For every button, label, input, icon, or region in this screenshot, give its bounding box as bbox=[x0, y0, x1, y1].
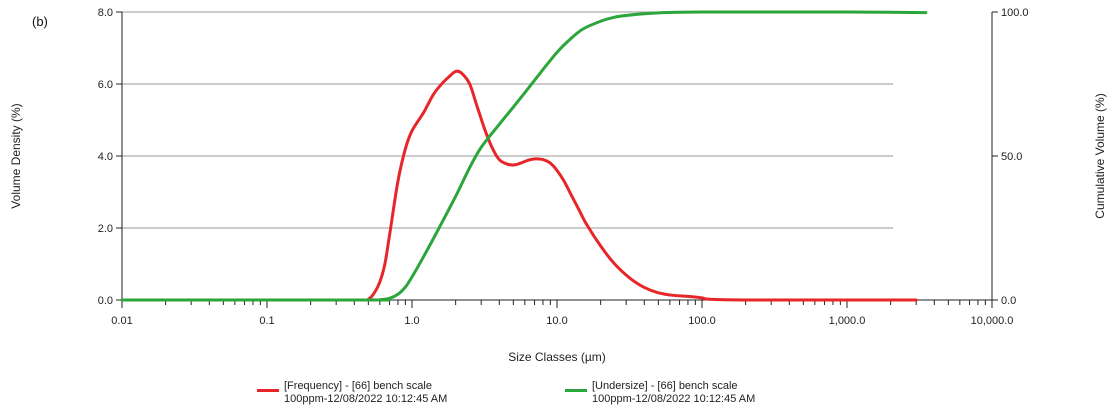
grid-lines bbox=[122, 11, 893, 229]
x-tick-label: 0.01 bbox=[111, 315, 132, 327]
x-tick-label: 100.0 bbox=[688, 315, 716, 327]
legend-line1: [Frequency] - [66] bench scale bbox=[284, 380, 432, 392]
tick-marks bbox=[116, 11, 998, 308]
x-tick-label: 10.0 bbox=[546, 315, 567, 327]
y-left-tick-label: 2.0 bbox=[98, 223, 113, 235]
y-axis-left-title: Volume Density (%) bbox=[9, 103, 23, 208]
y-left-tick-label: 4.0 bbox=[98, 151, 113, 163]
legend-swatch-undersize bbox=[565, 389, 587, 392]
y-left-tick-label: 0.0 bbox=[98, 295, 113, 307]
legend-line1: [Undersize] - [66] bench scale bbox=[592, 380, 738, 392]
y-right-tick-label: 100.0 bbox=[1001, 7, 1029, 19]
y-right-tick-label: 0.0 bbox=[1001, 295, 1016, 307]
x-tick-label: 0.1 bbox=[259, 315, 274, 327]
legend-line2: 100ppm-12/08/2022 10:12:45 AM bbox=[592, 393, 756, 405]
y-axis-right-title: Cumulative Volume (%) bbox=[1093, 93, 1107, 218]
y-left-tick-label: 6.0 bbox=[98, 79, 113, 91]
y-left-tick-label: 8.0 bbox=[98, 7, 113, 19]
x-axis-title: Size Classes (µm) bbox=[508, 350, 606, 364]
x-tick-label: 1.0 bbox=[404, 315, 419, 327]
series-lines bbox=[120, 10, 928, 302]
legend-item-undersize: [Undersize] - [66] bench scale 100ppm-12… bbox=[565, 380, 825, 410]
legend-text-frequency: [Frequency] - [66] bench scale 100ppm-12… bbox=[284, 380, 447, 406]
series-line-undersize bbox=[120, 10, 928, 302]
tick-labels: 0.01 0.1 1.0 10.0 100.0 1,000.0 10,000.0 0.0 2.0… bbox=[98, 7, 1029, 327]
legend-swatch-frequency bbox=[257, 389, 279, 392]
legend-text-undersize: [Undersize] - [66] bench scale 100ppm-12… bbox=[592, 380, 755, 406]
x-tick-label: 1,000.0 bbox=[829, 315, 866, 327]
y-right-tick-label: 50.0 bbox=[1001, 151, 1022, 163]
series-line-frequency bbox=[120, 69, 918, 302]
legend-item-frequency: [Frequency] - [66] bench scale 100ppm-12… bbox=[257, 380, 517, 410]
panel-label: (b) bbox=[32, 14, 48, 29]
x-tick-label: 10,000.0 bbox=[971, 315, 1014, 327]
legend-line2: 100ppm-12/08/2022 10:12:45 AM bbox=[284, 393, 448, 405]
